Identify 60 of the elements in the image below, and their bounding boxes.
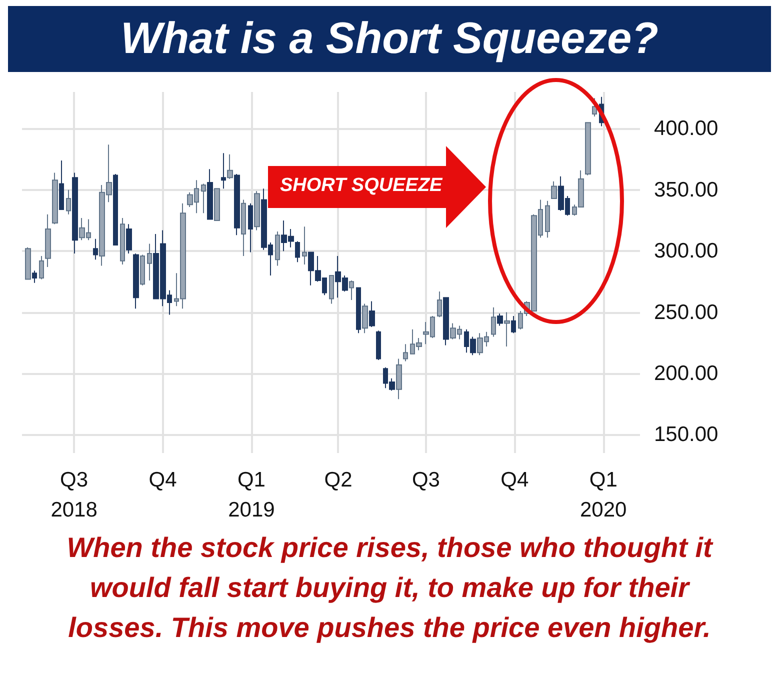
candlestick: [93, 238, 98, 260]
candlestick: [302, 226, 307, 266]
candlestick: [39, 255, 44, 280]
candlestick: [248, 202, 253, 253]
candlestick: [120, 218, 125, 266]
text: When the stock price rises, those who thought it would fall start buying it, to make up for their losses. This move pushes the price even higher.: [66, 531, 714, 645]
x-tick-label: Q2: [324, 468, 352, 492]
candlestick: [32, 270, 37, 284]
candlestick: [147, 243, 152, 281]
x-tick-label: Q4: [500, 468, 529, 492]
candlestick: [234, 173, 240, 236]
candlestick: [221, 152, 226, 190]
candlestick: [113, 173, 118, 246]
candlestick: [376, 330, 381, 360]
candlestick: [126, 224, 132, 254]
candlestick: [241, 199, 246, 256]
candlestick: [295, 240, 300, 263]
candlestick: [25, 246, 31, 280]
y-tick-label: 250.00: [654, 300, 718, 324]
candlestick: [356, 287, 361, 334]
candlestick: [369, 300, 375, 328]
x-tick-label: Q1 2019: [228, 468, 275, 522]
y-tick-label: 150.00: [654, 423, 718, 446]
candlestick: [227, 154, 233, 180]
candlestick: [214, 188, 220, 221]
candlestick: [275, 231, 280, 266]
candlestick: [585, 122, 591, 176]
candlestick: [133, 253, 139, 310]
y-tick-label: 300.00: [654, 240, 718, 263]
candlestick: [254, 190, 260, 231]
candlestick: [349, 280, 354, 301]
candlestick: [437, 290, 442, 318]
candlestick: [207, 168, 213, 220]
x-tick-label: Q3: [412, 468, 440, 492]
x-tick-label: Q1 2020: [580, 468, 627, 522]
candlestick: [329, 275, 334, 304]
annotation: SHORT SQUEEZE: [280, 175, 442, 197]
candlestick: [45, 214, 51, 268]
candlestick: [551, 180, 557, 199]
candlestick: [403, 344, 408, 362]
candlestick: [511, 315, 516, 334]
candlestick: [491, 306, 496, 338]
candlestick: [443, 297, 449, 346]
y-tick-label: 350.00: [654, 178, 718, 202]
candlestick: [52, 172, 58, 225]
y-tick-label: 400.00: [654, 117, 718, 140]
candlestick: [201, 183, 206, 214]
candlestick: [59, 160, 64, 210]
candlestick: [396, 358, 402, 400]
y-tick-label: 200.00: [654, 362, 718, 385]
candlestick: [362, 303, 368, 334]
x-tick-label: Q4: [148, 468, 178, 492]
candlestick: [545, 200, 550, 238]
candlestick: [72, 172, 78, 254]
candlestick: [497, 312, 503, 326]
candlestick: [140, 254, 145, 286]
candlestick: [66, 189, 71, 215]
candlestick: [504, 312, 510, 348]
chart-title: What is a Short Squeeze?: [8, 6, 771, 72]
x-tick-label: Q3 2018: [50, 468, 98, 522]
